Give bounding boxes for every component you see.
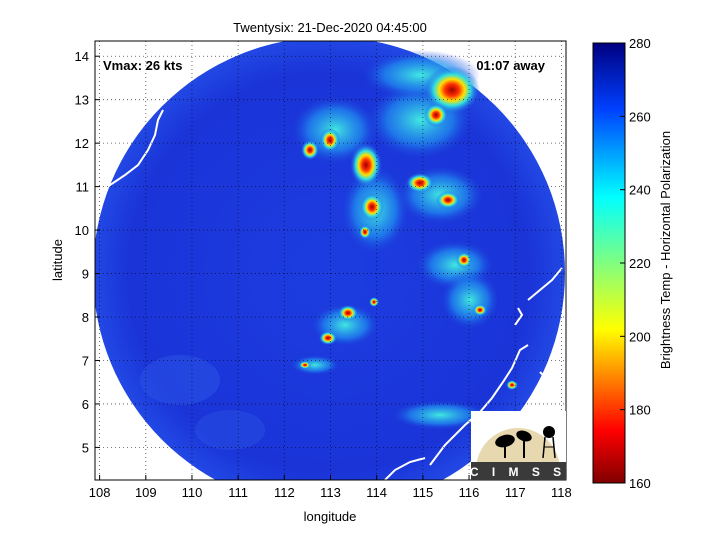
coastlines bbox=[95, 109, 563, 480]
y-tick-label: 6 bbox=[82, 397, 89, 412]
x-tick-label: 108 bbox=[89, 485, 111, 500]
y-tick-label: 12 bbox=[75, 136, 89, 151]
y-axis-label: latitude bbox=[50, 239, 65, 281]
y-tick-label: 11 bbox=[76, 180, 90, 195]
x-tick-labels: 108 109 110 111 112 113 114 115 116 117 118 bbox=[89, 475, 572, 500]
colorbar: 280 260 240 220 200 180 160 Brightness Temp - … bbox=[592, 36, 673, 491]
cimss-logo: C I M S S bbox=[470, 411, 566, 480]
y-tick-label: 8 bbox=[82, 310, 89, 325]
y-tick-label: 5 bbox=[82, 440, 89, 455]
x-tick-label: 117 bbox=[505, 485, 526, 500]
y-tick-label: 10 bbox=[75, 223, 89, 238]
colorbar-tick-label: 180 bbox=[629, 403, 651, 418]
colorbar-tick-label: 240 bbox=[629, 183, 651, 198]
colorbar-tick-label: 260 bbox=[629, 109, 651, 124]
x-tick-label: 112 bbox=[274, 485, 295, 500]
x-tick-label: 109 bbox=[135, 485, 157, 500]
x-tick-label: 115 bbox=[412, 485, 433, 500]
colorbar-tick-label: 220 bbox=[629, 256, 651, 271]
colorbar-label: Brightness Temp - Horizontal Polarizatio… bbox=[658, 131, 673, 369]
vmax-annotation: Vmax: 26 kts bbox=[103, 58, 183, 73]
y-tick-label: 7 bbox=[82, 353, 89, 368]
x-tick-label: 118 bbox=[551, 485, 572, 500]
colorbar-gradient bbox=[592, 42, 626, 484]
colorbar-ticks: 280 260 240 220 200 180 160 bbox=[620, 36, 651, 491]
plot-area bbox=[95, 41, 566, 480]
x-tick-label: 113 bbox=[320, 485, 341, 500]
colorbar-tick-label: 160 bbox=[629, 476, 651, 491]
x-axis-label: longitude bbox=[304, 509, 357, 524]
y-tick-label: 13 bbox=[75, 93, 89, 108]
y-tick-label: 9 bbox=[82, 267, 89, 282]
plot-title: Twentysix: 21-Dec-2020 04:45:00 bbox=[233, 20, 427, 35]
satellite-dish-icon bbox=[495, 430, 532, 458]
water-tower-icon bbox=[542, 426, 556, 459]
y-tick-label: 14 bbox=[75, 49, 89, 64]
x-tick-label: 116 bbox=[459, 485, 480, 500]
colorbar-tick-label: 280 bbox=[629, 36, 651, 51]
time-away-annotation: 01:07 away bbox=[476, 58, 545, 73]
colorbar-tick-label: 200 bbox=[629, 329, 651, 344]
x-tick-label: 110 bbox=[182, 485, 203, 500]
x-tick-label: 114 bbox=[366, 485, 387, 500]
cimss-logo-text: C I M S S bbox=[470, 465, 566, 479]
y-tick-labels: 5 6 7 8 9 10 11 12 13 14 bbox=[75, 49, 100, 455]
x-tick-label: 111 bbox=[228, 485, 248, 500]
